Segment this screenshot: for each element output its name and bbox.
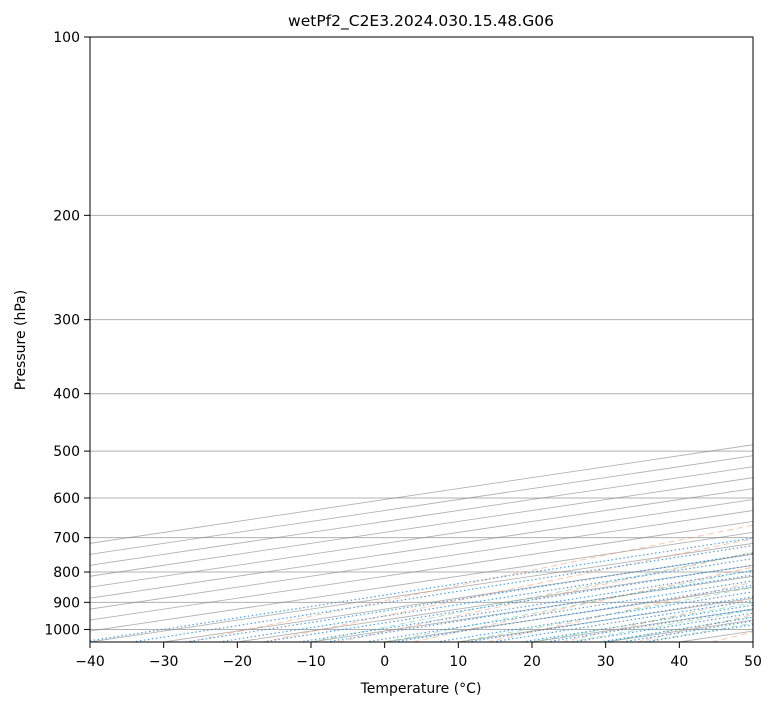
dry-adiabat bbox=[188, 524, 753, 642]
moist-adiabat bbox=[384, 569, 753, 642]
y-tick-label: 300 bbox=[53, 313, 80, 329]
isotherm-line bbox=[90, 444, 753, 544]
dry-adiabat bbox=[487, 581, 753, 642]
x-tick-label: 30 bbox=[597, 654, 615, 670]
y-axis: 1000 900 800 700 600 500 400 300 200 100 bbox=[44, 30, 90, 638]
isotherm-line bbox=[90, 531, 753, 632]
mixing-ratio-line bbox=[90, 537, 753, 642]
x-tick-label: −10 bbox=[296, 654, 326, 670]
background-lines bbox=[90, 37, 753, 642]
isotherm-line bbox=[90, 477, 753, 577]
mixing-ratio-line bbox=[522, 604, 753, 642]
y-tick-label: 1000 bbox=[44, 622, 80, 638]
mixing-ratio-line bbox=[572, 612, 753, 642]
x-axis-label: Temperature (°C) bbox=[360, 681, 482, 697]
chart-title: wetPf2_C2E3.2024.030.15.48.G06 bbox=[288, 12, 554, 31]
y-tick-label: 800 bbox=[53, 565, 80, 581]
plot-frame bbox=[89, 36, 754, 643]
x-tick-label: 40 bbox=[670, 654, 688, 670]
mixing-ratio-line bbox=[218, 557, 753, 642]
mixing-ratio-line bbox=[546, 608, 753, 642]
x-tick-label: 50 bbox=[744, 654, 762, 670]
y-tick-label: 400 bbox=[53, 387, 80, 403]
x-tick-label: −20 bbox=[223, 654, 253, 670]
mixing-ratio-line bbox=[492, 599, 753, 642]
mixing-ratio-line bbox=[131, 544, 753, 642]
mixing-ratio-line bbox=[599, 616, 753, 642]
isotherm-line bbox=[90, 510, 753, 610]
y-tick-label: 600 bbox=[53, 491, 80, 507]
isotherm-line bbox=[90, 499, 753, 599]
y-tick-label: 500 bbox=[53, 444, 80, 460]
mixing-ratio-line bbox=[185, 553, 753, 642]
x-tick-label: 10 bbox=[449, 654, 467, 670]
x-tick-label: 0 bbox=[380, 654, 389, 670]
y-tick-label: 100 bbox=[53, 30, 80, 46]
moist-adiabat bbox=[458, 586, 753, 642]
y-tick-label: 900 bbox=[53, 595, 80, 611]
isotherm-line bbox=[90, 520, 753, 621]
x-tick-label: −30 bbox=[149, 654, 179, 670]
x-tick-label: 20 bbox=[523, 654, 541, 670]
y-axis-label: Pressure (hPa) bbox=[13, 290, 29, 390]
isotherm-line bbox=[90, 488, 753, 588]
moist-adiabat bbox=[310, 551, 753, 642]
y-tick-label: 700 bbox=[53, 531, 80, 547]
x-axis: −40 −30 −20 −10 0 10 20 30 40 50 bbox=[75, 642, 762, 670]
y-tick-label: 200 bbox=[53, 208, 80, 224]
x-tick-label: −40 bbox=[75, 654, 105, 670]
dry-adiabat bbox=[263, 538, 753, 642]
isotherm-line bbox=[90, 455, 753, 555]
dry-adiabat bbox=[412, 566, 753, 642]
isotherm-line bbox=[90, 466, 753, 566]
plot-area: 0.10.20.40.611.52346810131620253036-100-… bbox=[90, 37, 753, 642]
